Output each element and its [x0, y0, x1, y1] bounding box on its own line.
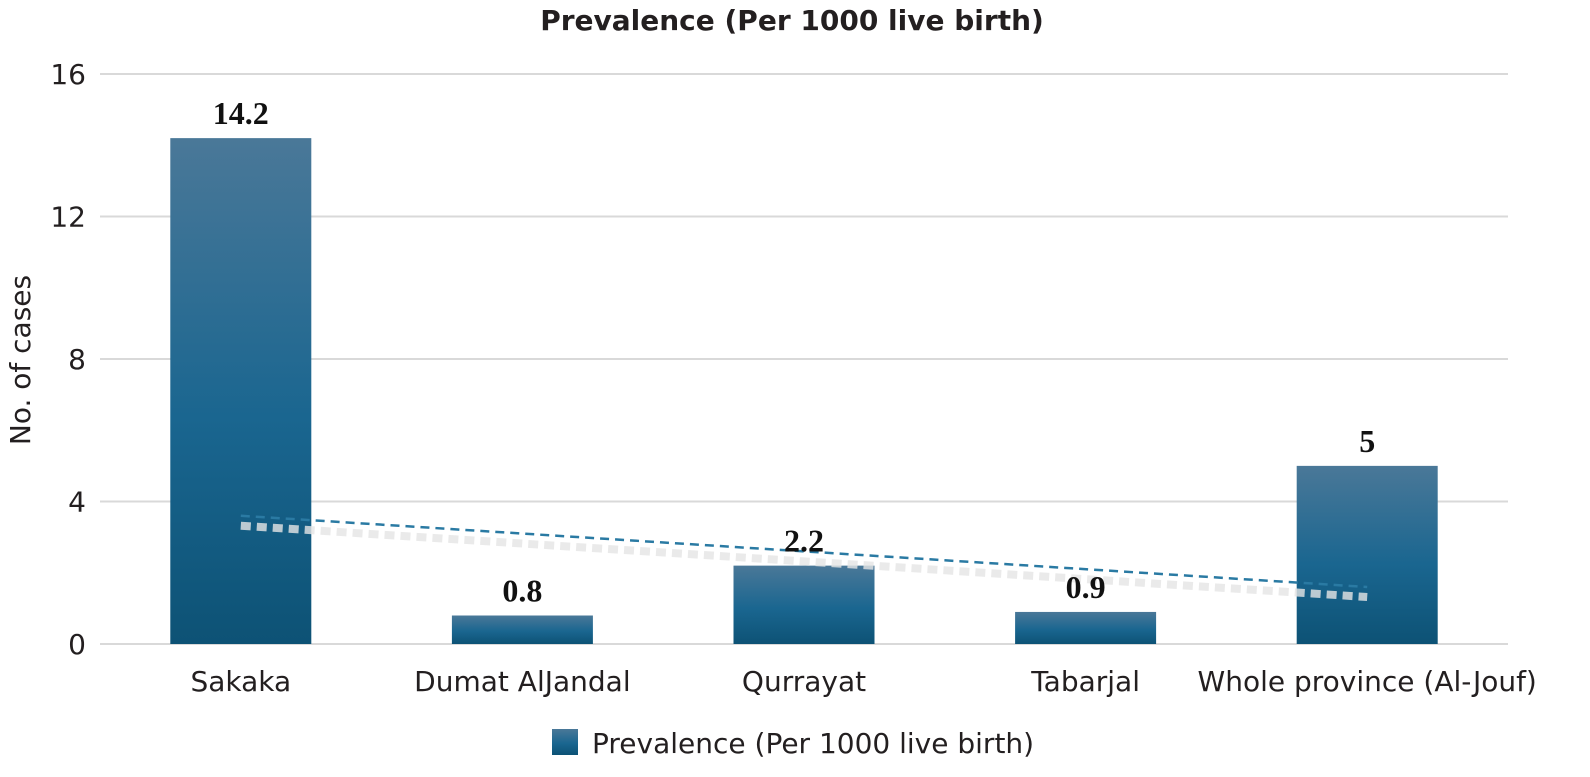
x-tick-label: Dumat AlJandal [414, 665, 630, 698]
data-label: 14.2 [213, 95, 269, 131]
trendline-shadow [240, 521, 1368, 601]
y-axis-ticks: 0 4 8 12 16 [50, 58, 86, 661]
chart-title: Prevalence (Per 1000 live birth) [540, 4, 1044, 37]
bar [1296, 465, 1438, 644]
x-tick-label: Whole province (Al-Jouf) [1198, 665, 1537, 698]
legend-label: Prevalence (Per 1000 live birth) [592, 727, 1034, 760]
trendline [240, 514, 1368, 601]
y-tick-label: 4 [68, 486, 86, 519]
bar [170, 138, 312, 644]
x-axis-categories: Sakaka Dumat AlJandal Qurrayat Tabarjal Whol… [190, 665, 1536, 698]
x-tick-label: Tabarjal [1030, 665, 1140, 698]
y-tick-label: 16 [50, 58, 86, 91]
y-tick-label: 12 [50, 201, 86, 234]
legend-swatch [552, 729, 578, 755]
data-label: 0.8 [502, 573, 542, 609]
value-labels: 14.2 0.8 2.2 0.9 5 [213, 95, 1375, 608]
bar [451, 615, 593, 644]
data-label: 0.9 [1066, 569, 1106, 605]
data-label: 5 [1359, 423, 1375, 459]
gridlines [100, 73, 1508, 645]
y-tick-label: 8 [68, 343, 86, 376]
legend: Prevalence (Per 1000 live birth) [552, 727, 1034, 760]
y-axis-label: No. of cases [4, 275, 37, 445]
x-tick-label: Sakaka [190, 665, 291, 698]
data-label: 2.2 [784, 523, 824, 559]
x-tick-label: Qurrayat [742, 665, 866, 698]
bar [733, 565, 875, 644]
y-tick-label: 0 [68, 628, 86, 661]
bar [1015, 611, 1157, 644]
bars [170, 138, 1438, 644]
trendline-line [240, 514, 1368, 589]
